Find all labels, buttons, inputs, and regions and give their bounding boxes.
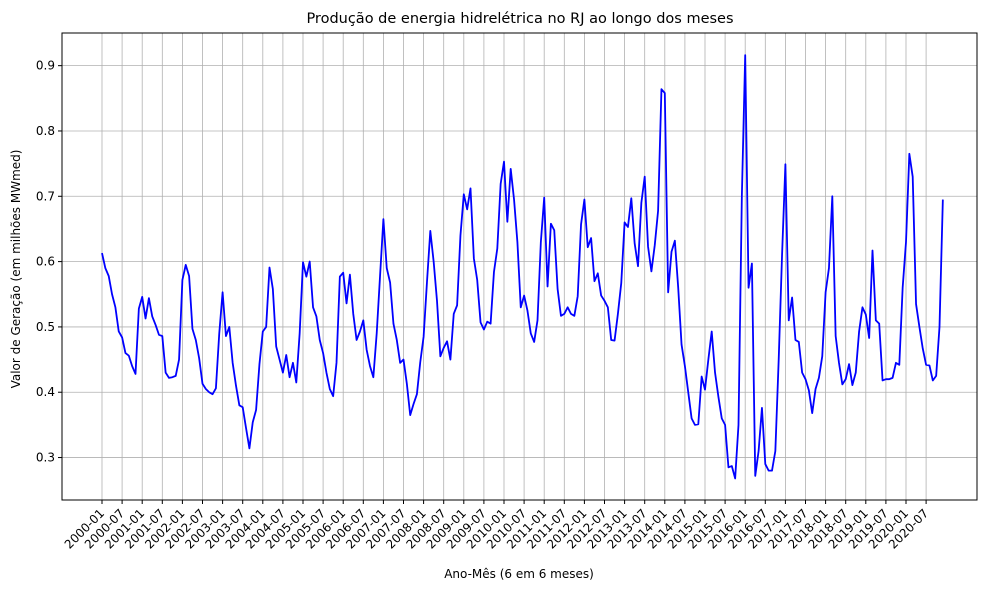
y-tick-label: 0.9 <box>36 59 55 73</box>
x-axis-ticks: 2000-012000-072001-012001-072002-012002-… <box>62 500 931 552</box>
y-tick-label: 0.4 <box>36 385 55 399</box>
x-axis-label: Ano-Mês (6 em 6 meses) <box>444 567 594 581</box>
y-axis-label: Valor de Geração (em milhões MWmed) <box>9 150 23 389</box>
y-tick-label: 0.3 <box>36 451 55 465</box>
y-tick-label: 0.6 <box>36 255 55 269</box>
y-tick-label: 0.5 <box>36 320 55 334</box>
grid <box>62 33 977 500</box>
series-line <box>101 54 944 480</box>
y-tick-label: 0.8 <box>36 124 55 138</box>
plot-frame <box>61 32 978 501</box>
y-axis-ticks: 0.3 0.4 0.5 0.6 0.7 0.8 0.9 <box>36 59 62 465</box>
y-tick-label: 0.7 <box>36 189 55 203</box>
chart-title: Produção de energia hidrelétrica no RJ a… <box>306 11 733 27</box>
